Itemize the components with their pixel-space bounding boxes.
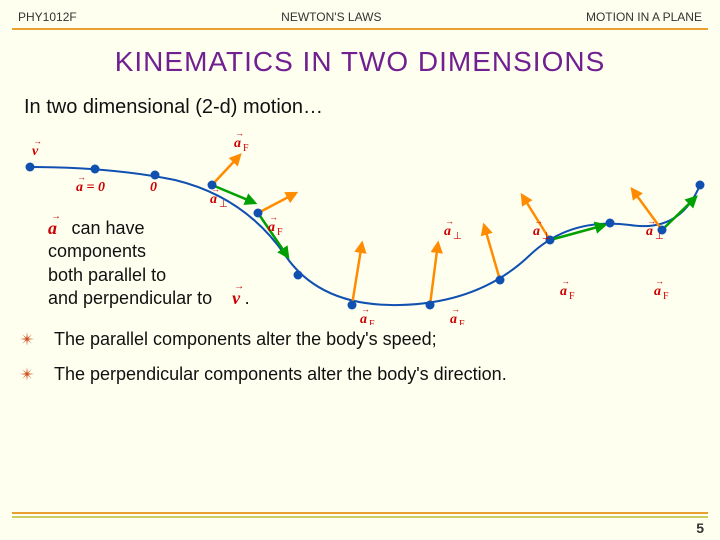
svg-text:→: → xyxy=(561,276,570,286)
svg-text:a: a xyxy=(560,284,567,299)
slide-title: KINEMATICS IN TWO DIMENSIONS xyxy=(0,46,720,78)
svg-text:F: F xyxy=(459,319,465,325)
svg-text:⊥: ⊥ xyxy=(453,231,462,242)
starburst-icon xyxy=(20,367,34,381)
header-rule xyxy=(12,28,708,30)
bullet-1: The parallel components alter the body's… xyxy=(46,329,700,350)
motion-diagram: v→a = 0→0a→⊥a→Fa→Fa→Fa→⊥a→Fa→⊥a→Fa→⊥a→F … xyxy=(0,125,720,315)
svg-text:→: → xyxy=(655,276,664,286)
page-number: 5 xyxy=(696,520,704,536)
header-right: MOTION IN A PLANE xyxy=(586,10,702,24)
components-paragraph: →a can have components both parallel to … xyxy=(48,217,278,311)
bullet-list: The parallel components alter the body's… xyxy=(0,315,720,385)
svg-text:→: → xyxy=(445,216,454,226)
svg-text:a: a xyxy=(654,284,661,299)
bullet-1-text: The parallel components alter the body's… xyxy=(54,329,437,349)
svg-text:⊥: ⊥ xyxy=(542,231,551,242)
footer-rule-2 xyxy=(12,516,708,518)
bullet-2: The perpendicular components alter the b… xyxy=(46,364,700,385)
svg-text:→: → xyxy=(647,216,656,226)
bullet-2-text: The perpendicular components alter the b… xyxy=(54,364,507,384)
slide-header: PHY1012F NEWTON'S LAWS MOTION IN A PLANE xyxy=(0,0,720,28)
svg-text:a: a xyxy=(234,136,241,151)
header-left: PHY1012F xyxy=(18,10,77,24)
intro-line: In two dimensional (2-d) motion… xyxy=(0,96,720,125)
para-line4: and perpendicular to xyxy=(48,288,212,308)
svg-text:→: → xyxy=(77,172,86,182)
svg-text:⊥: ⊥ xyxy=(655,231,664,242)
svg-text:a: a xyxy=(646,224,653,239)
svg-text:F: F xyxy=(243,143,249,154)
svg-text:⊥: ⊥ xyxy=(219,199,228,210)
svg-text:a = 0: a = 0 xyxy=(76,180,105,195)
svg-text:v: v xyxy=(32,144,39,159)
svg-text:→: → xyxy=(451,304,460,314)
svg-text:F: F xyxy=(569,291,575,302)
svg-text:a: a xyxy=(533,224,540,239)
svg-text:a: a xyxy=(444,224,451,239)
svg-text:F: F xyxy=(663,291,669,302)
svg-text:a: a xyxy=(210,192,217,207)
footer-rule-1 xyxy=(12,512,708,514)
svg-text:→: → xyxy=(235,128,244,138)
svg-text:0: 0 xyxy=(150,180,157,195)
svg-text:→: → xyxy=(534,216,543,226)
para-line1: can have xyxy=(72,218,145,238)
starburst-icon xyxy=(20,332,34,346)
para-line2: components xyxy=(48,241,146,261)
svg-text:→: → xyxy=(361,304,370,314)
svg-text:F: F xyxy=(369,319,375,325)
header-center: NEWTON'S LAWS xyxy=(281,10,381,24)
svg-text:→: → xyxy=(33,136,42,146)
para-line3: both parallel to xyxy=(48,265,166,285)
svg-text:→: → xyxy=(211,184,220,194)
